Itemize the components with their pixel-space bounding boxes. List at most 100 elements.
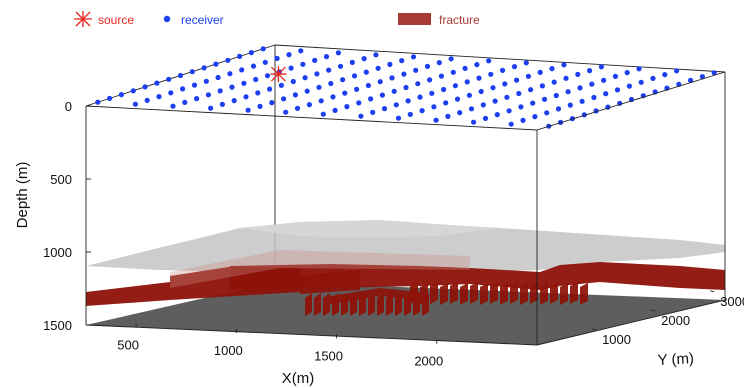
receiver-point xyxy=(528,87,534,93)
receiver-point xyxy=(208,105,214,111)
receiver-point xyxy=(368,96,374,102)
receiver-point xyxy=(516,90,522,97)
receiver-point xyxy=(415,81,421,87)
receiver-point xyxy=(281,96,287,102)
fracture-plane xyxy=(450,282,458,304)
fracture-plane xyxy=(170,250,470,288)
receiver-point xyxy=(504,94,510,100)
z-tick-label: 0 xyxy=(65,99,72,114)
fracture-plane xyxy=(560,283,568,305)
receiver-point xyxy=(530,100,536,106)
receiver-point xyxy=(480,102,486,108)
receiver-point xyxy=(579,98,585,104)
receiver-point xyxy=(154,80,160,86)
receiver-point xyxy=(429,90,435,96)
receiver-point xyxy=(436,60,442,66)
receiver-point xyxy=(486,58,492,64)
receiver-point xyxy=(365,82,371,89)
receiver-points xyxy=(95,46,717,129)
receiver-point xyxy=(492,98,498,104)
receiver-point xyxy=(229,84,235,90)
receiver-point xyxy=(312,57,318,64)
z-tick-label: 500 xyxy=(50,172,72,187)
receiver-point xyxy=(320,111,326,117)
receiver-point xyxy=(452,83,458,89)
receiver-point xyxy=(464,79,470,85)
receiver-point xyxy=(490,85,496,91)
receiver-point xyxy=(225,57,231,63)
receiver-point xyxy=(471,119,477,125)
receiver-point xyxy=(243,94,249,100)
legend-source-label: source xyxy=(98,13,134,27)
receiver-point xyxy=(288,65,294,71)
receiver-point xyxy=(614,87,621,93)
receiver-point xyxy=(624,70,630,76)
receiver-point xyxy=(361,56,367,62)
receiver-point xyxy=(316,84,322,90)
receiver-point xyxy=(601,77,607,83)
receiver-point xyxy=(577,85,583,91)
receiver-point xyxy=(438,73,444,79)
receiver-point xyxy=(292,92,298,98)
receiver-point xyxy=(433,117,439,123)
legend-fracture-label: fracture xyxy=(439,13,480,27)
receiver-point xyxy=(262,59,268,65)
receiver-point xyxy=(269,100,275,106)
receiver-point xyxy=(520,117,526,123)
x-tick-label: 500 xyxy=(117,338,139,353)
receiver-point xyxy=(575,71,581,77)
receiver-point xyxy=(340,77,346,83)
receiver-point xyxy=(553,92,559,99)
fracture-planes xyxy=(86,250,725,316)
receiver-point xyxy=(381,106,388,112)
receiver-point xyxy=(201,65,207,71)
receiver-point xyxy=(405,98,411,104)
receiver-point xyxy=(306,102,312,108)
receiver-point xyxy=(551,79,557,85)
source-point xyxy=(270,66,287,83)
receiver-point xyxy=(662,72,668,78)
receiver-point xyxy=(337,63,344,69)
receiver-point xyxy=(410,54,417,60)
x-tick-label: 1000 xyxy=(214,343,243,358)
receiver-point xyxy=(638,79,644,85)
receiver-point xyxy=(253,76,259,83)
receiver-point xyxy=(318,98,324,104)
box-front-edges xyxy=(85,71,726,346)
legend-receiver-label: receiver xyxy=(181,13,224,27)
fracture-plane xyxy=(330,288,420,304)
receiver-point xyxy=(170,103,176,109)
receiver-point xyxy=(567,102,573,108)
receiver-point xyxy=(387,61,393,67)
fracture-plane xyxy=(300,270,360,294)
receiver-point xyxy=(603,91,609,97)
receiver-point xyxy=(354,86,360,92)
fracture-plane xyxy=(377,293,384,316)
x-tick-label: 2000 xyxy=(414,354,443,369)
receiver-point xyxy=(203,78,209,84)
receiver-point xyxy=(294,105,301,111)
receiver-point xyxy=(227,71,233,77)
fracture-plane xyxy=(480,283,488,305)
receiver-point xyxy=(466,92,472,98)
receiver-point xyxy=(250,63,257,69)
fracture-plane xyxy=(386,293,393,316)
fracture-plane xyxy=(323,293,330,316)
receiver-point xyxy=(205,92,211,98)
fracture-plane xyxy=(500,283,508,305)
receiver-point xyxy=(488,71,494,77)
receiver-point xyxy=(711,70,717,76)
receiver-point xyxy=(474,62,480,68)
receiver-point xyxy=(300,61,306,67)
receiver-point xyxy=(182,99,188,105)
receiver-point xyxy=(454,96,461,102)
receiver-point xyxy=(565,89,571,95)
receiver-point xyxy=(482,115,489,121)
y-tick-mark xyxy=(651,309,656,312)
receiver-point xyxy=(598,64,605,70)
receiver-point xyxy=(95,99,101,105)
receiver-point xyxy=(213,61,219,67)
receiver-point xyxy=(349,59,355,65)
